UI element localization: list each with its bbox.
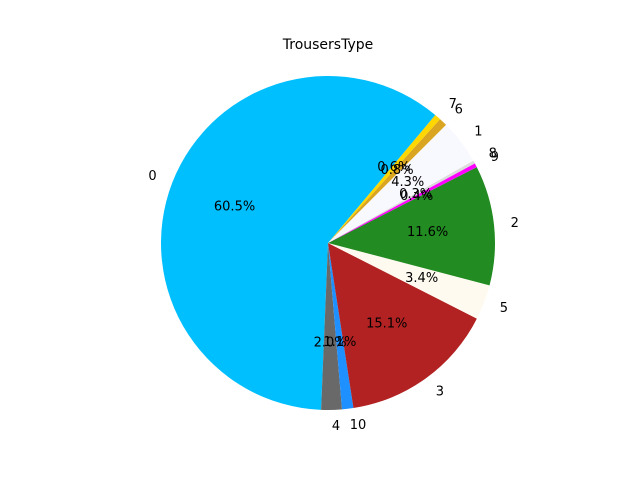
slice-percent-6: 0.8% xyxy=(381,163,414,178)
slice-percent-0: 60.5% xyxy=(214,199,255,214)
slice-percent-8: 0.3% xyxy=(399,187,432,202)
pie-slices xyxy=(161,76,495,411)
pie-slice-3 xyxy=(328,243,477,409)
slice-label-0: 0 xyxy=(148,169,156,184)
pie-slice-0 xyxy=(161,76,436,410)
pie-labels: 67 0 4 10 3 5 2 981 xyxy=(148,97,519,434)
slice-label-9: 9 xyxy=(491,150,499,165)
pie-slice-1 xyxy=(328,124,474,243)
slice-percent-4: 2.0% xyxy=(314,336,347,351)
slice-label-10: 10 xyxy=(350,418,367,433)
slice-percent-1: 4.3% xyxy=(391,175,424,190)
slice-percent-5: 3.4% xyxy=(405,271,438,286)
pie-slice-10 xyxy=(328,243,354,410)
slice-label-1: 1 xyxy=(474,124,482,139)
pie-slice-5 xyxy=(328,243,490,319)
slice-label-4: 4 xyxy=(332,419,340,434)
slice-percent-2: 11.6% xyxy=(407,225,448,240)
pie-slice-2 xyxy=(328,167,495,286)
pie-slice-4 xyxy=(321,243,342,411)
slice-percent-10: 1.1% xyxy=(323,335,356,350)
slice-label-2: 2 xyxy=(511,216,519,231)
slice-percent-3: 15.1% xyxy=(366,317,407,332)
slice-percent-9: 0.4% xyxy=(400,189,433,204)
slice-label-8: 8 xyxy=(489,146,497,161)
pie-slice-7 xyxy=(328,115,441,243)
slice-label-6: 6 xyxy=(455,102,463,117)
slice-percent-7: 0.6% xyxy=(377,160,410,175)
chart-title: TrousersType xyxy=(282,37,374,53)
slice-label-5: 5 xyxy=(500,301,508,316)
pie-slice-6 xyxy=(328,119,447,243)
slice-label-3: 3 xyxy=(436,384,444,399)
pie-slice-9 xyxy=(328,163,477,243)
pie-slice-8 xyxy=(328,160,475,243)
pie-percent-labels: 0.8%0.6% 60.5% 2.0%1.1% 15.1% 3.4% 11.6% 0.4%0… xyxy=(214,160,448,351)
slice-label-7: 7 xyxy=(449,97,457,112)
